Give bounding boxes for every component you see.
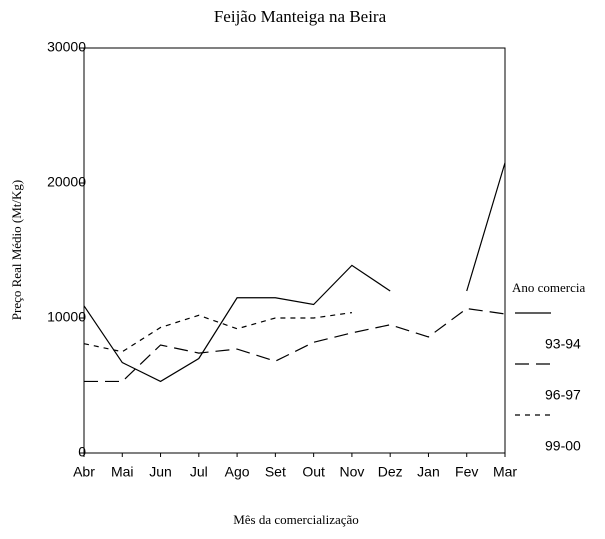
x-tick-label: Jul: [190, 464, 208, 480]
x-tick-label: Mar: [493, 464, 517, 480]
x-tick-label: Dez: [378, 464, 403, 480]
y-tick-label: 20000: [47, 174, 86, 190]
series-line: [84, 307, 506, 383]
x-tick-label: Ago: [225, 464, 250, 480]
x-axis-label: Mês da comercialização: [233, 512, 359, 527]
x-tick-label: Jan: [417, 464, 440, 480]
y-tick-label: 0: [78, 444, 86, 460]
series-line: [83, 312, 352, 353]
legend-label: 96-97: [545, 387, 581, 403]
x-tick-label: Abr: [73, 464, 95, 480]
x-tick-label: Mai: [111, 464, 134, 480]
x-tick-label: Nov: [339, 464, 364, 480]
x-tick-label: Set: [265, 464, 286, 480]
plot-frame: [83, 47, 506, 453]
series-line: [83, 162, 506, 383]
x-tick-label: Out: [302, 464, 325, 480]
legend-label: 99-00: [545, 438, 581, 454]
legend-title: Ano comercia: [512, 280, 586, 295]
y-axis-label: Preço Real Médio (Mt/Kg): [9, 180, 24, 320]
x-tick-label: Jun: [149, 464, 172, 480]
y-tick-label: 30000: [47, 39, 86, 55]
legend-label: 93-94: [545, 336, 581, 352]
x-tick-label: Fev: [455, 464, 478, 480]
y-tick-label: 10000: [47, 309, 86, 325]
chart-title: Feijão Manteiga na Beira: [214, 7, 387, 26]
